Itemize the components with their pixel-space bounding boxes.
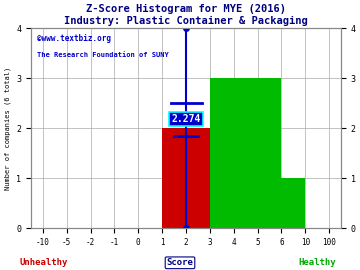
Bar [210,78,282,228]
Text: Score: Score [167,258,193,267]
Bar [282,178,305,228]
Text: ©www.textbiz.org: ©www.textbiz.org [37,34,111,43]
Y-axis label: Number of companies (6 total): Number of companies (6 total) [4,66,11,190]
Text: Unhealthy: Unhealthy [19,258,67,267]
Title: Z-Score Histogram for MYE (2016)
Industry: Plastic Container & Packaging: Z-Score Histogram for MYE (2016) Industr… [64,4,308,26]
Bar [162,128,210,228]
Text: The Research Foundation of SUNY: The Research Foundation of SUNY [37,52,169,58]
Text: 2.274: 2.274 [171,114,201,124]
Text: Healthy: Healthy [298,258,336,267]
